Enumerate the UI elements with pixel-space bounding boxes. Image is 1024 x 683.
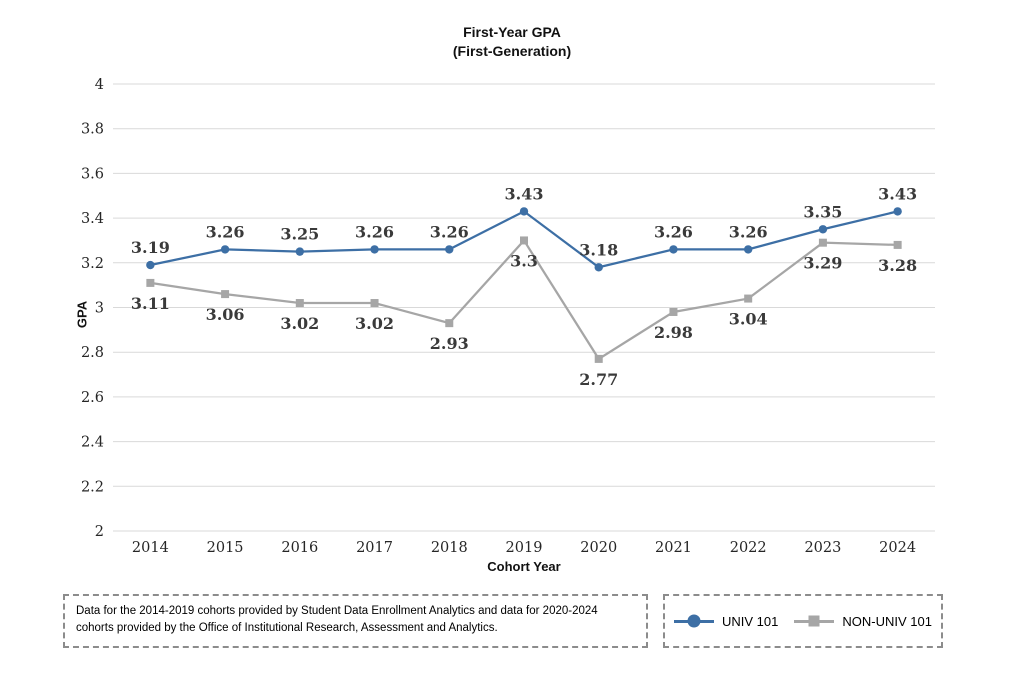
data-point-univ-101 xyxy=(220,245,230,254)
data-label-non-univ-101: 3.3 xyxy=(510,251,538,270)
x-tick-label: 2014 xyxy=(132,540,169,556)
x-tick-label: 2024 xyxy=(879,540,916,556)
chart-legend: UNIV 101 NON-UNIV 101 xyxy=(663,594,943,648)
legend-line-non-univ-101 xyxy=(794,615,835,627)
data-point-non-univ-101 xyxy=(445,319,454,328)
data-point-univ-101 xyxy=(445,245,454,254)
data-point-univ-101 xyxy=(519,207,529,216)
data-point-univ-101 xyxy=(295,247,305,256)
legend-item-non-univ-101: NON-UNIV 101 xyxy=(794,614,932,629)
footnote-text: Data for the 2014-2019 cohorts provided … xyxy=(76,605,598,634)
chart-title: First-Year GPA (First-Generation) xyxy=(0,23,1024,61)
data-point-univ-101 xyxy=(370,245,379,254)
data-point-univ-101 xyxy=(669,245,678,254)
y-tick-label: 3.6 xyxy=(81,166,104,182)
x-tick-label: 2017 xyxy=(356,540,393,556)
y-tick-label: 2 xyxy=(95,524,104,540)
data-point-non-univ-101 xyxy=(669,307,678,316)
legend-square-marker-icon xyxy=(808,615,820,627)
data-label-univ-101: 3.35 xyxy=(803,202,842,221)
data-point-non-univ-101 xyxy=(594,354,603,363)
data-label-non-univ-101: 3.11 xyxy=(131,294,170,313)
x-tick-label: 2018 xyxy=(431,540,468,556)
data-label-non-univ-101: 3.28 xyxy=(878,256,917,275)
data-label-non-univ-101: 2.77 xyxy=(579,370,618,389)
y-tick-label: 3.8 xyxy=(81,122,104,138)
data-label-univ-101: 3.43 xyxy=(878,184,917,203)
x-tick-label: 2021 xyxy=(655,540,692,556)
data-point-non-univ-101 xyxy=(370,299,379,308)
data-label-univ-101: 3.26 xyxy=(654,222,693,241)
data-label-univ-101: 3.43 xyxy=(505,184,544,203)
legend-item-univ-101: UNIV 101 xyxy=(674,614,778,629)
y-tick-label: 4 xyxy=(95,77,104,93)
chart-title-line1: First-Year GPA xyxy=(463,24,561,40)
data-point-non-univ-101 xyxy=(818,238,827,247)
data-point-univ-101 xyxy=(594,263,603,272)
data-label-univ-101: 3.26 xyxy=(355,222,394,241)
legend-label-univ-101: UNIV 101 xyxy=(722,613,779,629)
y-tick-label: 3 xyxy=(95,301,104,317)
data-point-univ-101 xyxy=(893,207,902,216)
chart-footer: Data for the 2014-2019 cohorts provided … xyxy=(0,594,1024,648)
data-label-non-univ-101: 3.04 xyxy=(729,310,768,329)
data-point-non-univ-101 xyxy=(221,290,230,299)
data-point-non-univ-101 xyxy=(744,294,753,303)
chart-title-line2: (First-Generation) xyxy=(452,43,572,59)
data-label-univ-101: 3.18 xyxy=(579,240,618,259)
y-tick-label: 2.6 xyxy=(81,390,104,406)
x-tick-label: 2022 xyxy=(730,540,767,556)
data-point-non-univ-101 xyxy=(295,299,304,308)
data-point-univ-101 xyxy=(743,245,753,254)
y-tick-label: 2.2 xyxy=(81,479,104,495)
y-tick-label: 3.4 xyxy=(81,211,104,227)
data-label-non-univ-101: 3.06 xyxy=(206,305,245,324)
data-point-univ-101 xyxy=(818,225,828,234)
x-tick-label: 2019 xyxy=(506,540,543,556)
x-tick-label: 2015 xyxy=(207,540,244,556)
data-point-univ-101 xyxy=(146,260,155,270)
x-tick-label: 2020 xyxy=(580,540,617,556)
data-label-non-univ-101: 2.98 xyxy=(654,323,693,342)
y-tick-label: 2.4 xyxy=(81,435,104,451)
data-label-univ-101: 3.19 xyxy=(131,238,170,257)
data-label-univ-101: 3.26 xyxy=(430,222,469,241)
x-tick-label: 2016 xyxy=(281,540,318,556)
y-axis-title: GPA xyxy=(74,300,90,329)
data-label-univ-101: 3.25 xyxy=(280,225,319,244)
y-tick-label: 2.8 xyxy=(81,345,104,361)
data-label-non-univ-101: 3.02 xyxy=(355,314,394,333)
data-point-non-univ-101 xyxy=(146,278,155,287)
data-label-non-univ-101: 2.93 xyxy=(430,334,469,353)
gpa-line-chart: 4 3.8 3.6 3.4 3.2 3 2.8 2.6 2.4 2.2 2 2014 2015 2016 2… xyxy=(81,77,935,556)
data-label-non-univ-101: 3.29 xyxy=(803,254,842,273)
x-axis-title: Cohort Year xyxy=(487,559,561,574)
legend-line-univ-101 xyxy=(674,614,715,628)
legend-label-non-univ-101: NON-UNIV 101 xyxy=(842,613,932,629)
data-point-non-univ-101 xyxy=(520,236,528,245)
y-tick-label: 3.2 xyxy=(81,256,104,272)
x-tick-label: 2023 xyxy=(804,540,841,556)
data-point-non-univ-101 xyxy=(893,240,902,249)
data-label-non-univ-101: 3.02 xyxy=(280,314,319,333)
legend-circle-marker-icon xyxy=(687,614,701,628)
data-label-univ-101: 3.26 xyxy=(729,222,768,241)
data-label-univ-101: 3.26 xyxy=(206,222,245,241)
footnote-box: Data for the 2014-2019 cohorts provided … xyxy=(63,594,648,648)
